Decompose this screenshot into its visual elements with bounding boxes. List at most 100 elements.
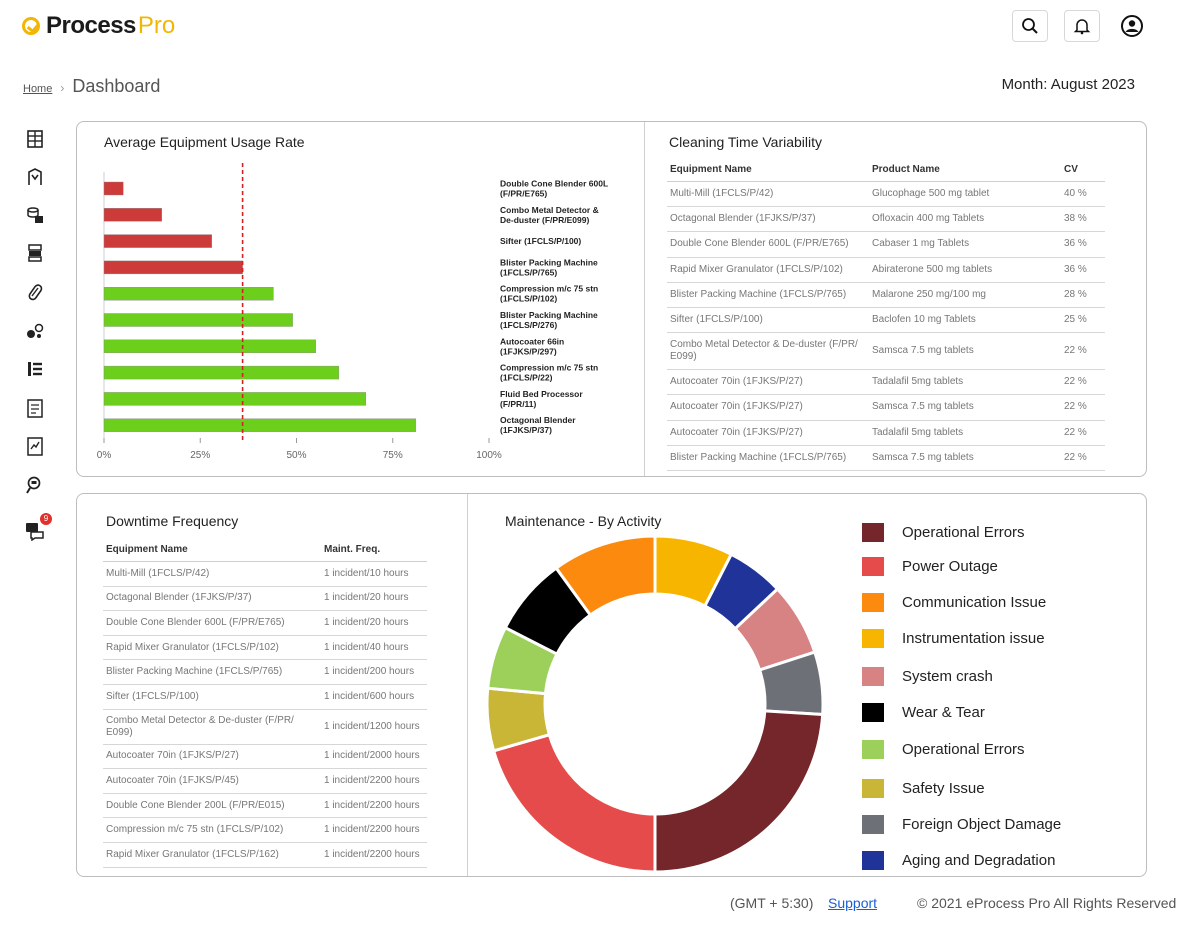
usage-bar[interactable] [103, 208, 162, 222]
bell-icon [1073, 19, 1091, 35]
table-row[interactable]: Combo Metal Detector & De-duster (F/PR/ … [667, 332, 1105, 371]
usage-bar[interactable] [103, 365, 340, 380]
col-cv[interactable]: CV [1061, 160, 1105, 182]
usage-bar[interactable] [103, 260, 243, 275]
usage-bar[interactable] [103, 392, 366, 406]
table-row[interactable]: Autocoater 70in (1FJKS/P/27) Samsca 7.5 m… [667, 394, 1105, 421]
pills-icon [27, 323, 44, 338]
legend-label: Power Outage [902, 558, 998, 575]
table-row[interactable]: Sifter (1FCLS/P/100) Baclofen 10 mg Table… [667, 307, 1105, 334]
table-row[interactable]: Compression m/c 75 stn (1FCLS/P/102) 1 in… [103, 817, 427, 843]
usage-bar-label: De-duster (F/PR/E099) [500, 215, 589, 225]
legend-label: Wear & Tear [902, 704, 985, 721]
legend-item[interactable]: Safety Issue [862, 779, 985, 798]
table-row[interactable]: Autocoater 70in (1FJKS/P/27) Tadalafil 5m… [667, 369, 1105, 396]
sidebar-item-6[interactable] [24, 320, 46, 342]
cleaning-table-wrap: Equipment Name Product Name CV Multi-Mil… [667, 160, 1105, 471]
user-profile-button[interactable] [1120, 14, 1146, 40]
x-tick-label: 25% [190, 450, 210, 461]
sidebar-item-11[interactable]: 9 [24, 513, 52, 541]
col-product-name[interactable]: Product Name [869, 160, 1061, 182]
cleaning-table-title: Cleaning Time Variability [669, 134, 823, 150]
table-cell: 1 incident/2200 hours [321, 842, 427, 868]
table-row[interactable]: Blister Packing Machine (1FCLS/P/765) 1 i… [103, 659, 427, 685]
table-row[interactable]: Rapid Mixer Granulator (1FCLS/P/102) 1 in… [103, 635, 427, 661]
legend-item[interactable]: Instrumentation issue [862, 629, 1045, 648]
table-cell: Double Cone Blender 600L (F/PR/E765) [667, 231, 869, 258]
sidebar-item-8[interactable] [24, 397, 46, 419]
donut-slice[interactable] [491, 732, 657, 872]
breadcrumb-home-link[interactable]: Home [23, 83, 53, 95]
sidebar-item-7[interactable] [24, 358, 46, 380]
table-cell: Octagonal Blender (1FJKS/P/37) [103, 586, 321, 612]
check-logo-icon [22, 17, 40, 35]
copyright-text: © 2021 eProcess Pro All Rights Reserved [917, 895, 1177, 911]
table-cell: Autocoater 70in (1FJKS/P/45) [103, 768, 321, 794]
table-row[interactable]: Double Cone Blender 200L (F/PR/E015) 1 in… [103, 793, 427, 819]
table-cell: 25 % [1061, 307, 1105, 334]
brand-name-part1: Process [46, 12, 136, 39]
table-row[interactable]: Octagonal Blender (1FJKS/P/37) 1 incident… [103, 586, 427, 612]
legend-item[interactable]: Power Outage [862, 557, 998, 576]
table-cell: 22 % [1061, 445, 1105, 471]
table-row[interactable]: Autocoater 70in (1FJKS/P/27) 1 incident/2… [103, 744, 427, 770]
usage-bar[interactable] [103, 418, 417, 432]
search-icon [1022, 18, 1038, 34]
usage-bar[interactable] [103, 286, 274, 301]
legend-swatch [862, 851, 884, 870]
table-cell: Malarone 250 mg/100 mg [869, 282, 1061, 308]
usage-bar-label: Fluid Bed Processor [500, 389, 583, 399]
table-row[interactable]: Blister Packing Machine (1FCLS/P/765) Sam… [667, 445, 1105, 471]
sidebar-item-9[interactable] [24, 435, 46, 457]
brand-logo[interactable]: Process Pro [22, 12, 175, 40]
table-row[interactable]: Multi-Mill (1FCLS/P/42) 1 incident/10 hou… [103, 561, 427, 587]
usage-bar[interactable] [103, 181, 124, 196]
page-title: Dashboard [72, 76, 161, 96]
usage-bar-label: (1FCLS/P/765) [500, 267, 557, 277]
legend-item[interactable]: Operational Errors [862, 740, 1025, 759]
table-row[interactable]: Multi-Mill (1FCLS/P/42) Glucophage 500 mg… [667, 181, 1105, 208]
table-row[interactable]: Double Cone Blender 600L (F/PR/E765) Caba… [667, 231, 1105, 258]
legend-item[interactable]: Wear & Tear [862, 703, 985, 722]
donut-slice[interactable] [653, 709, 825, 872]
col-equipment-name[interactable]: Equipment Name [103, 540, 321, 562]
support-link[interactable]: Support [828, 895, 878, 911]
sidebar-item-4[interactable] [24, 242, 46, 264]
table-row[interactable]: Blister Packing Machine (1FCLS/P/765) Mal… [667, 282, 1105, 308]
legend-item[interactable]: Foreign Object Damage [862, 815, 1061, 834]
breadcrumb: Home › Dashboard [23, 76, 160, 97]
legend-item[interactable]: Aging and Degradation [862, 851, 1055, 870]
legend-item[interactable]: Operational Errors [862, 523, 1025, 542]
sidebar-item-10[interactable] [24, 474, 46, 496]
table-row[interactable]: Sifter (1FCLS/P/100) 1 incident/600 hours [103, 684, 427, 710]
table-row[interactable]: Rapid Mixer Granulator (1FCLS/P/162) 1 in… [103, 842, 427, 868]
table-row[interactable]: Rapid Mixer Granulator (1FCLS/P/102) Abir… [667, 257, 1105, 283]
sidebar-item-5[interactable] [24, 281, 46, 303]
col-equipment-name[interactable]: Equipment Name [667, 160, 869, 182]
usage-bar[interactable] [103, 313, 293, 327]
table-cell: Double Cone Blender 200L (F/PR/E015) [103, 793, 321, 819]
legend-swatch [862, 779, 884, 798]
table-row[interactable]: Autocoater 70in (1FJKS/P/45) 1 incident/2… [103, 768, 427, 794]
donut-slice[interactable] [554, 536, 657, 618]
table-cell: Glucophage 500 mg tablet [869, 181, 1061, 208]
usage-bar-label: Compression m/c 75 stn [500, 284, 598, 294]
table-row[interactable]: Octagonal Blender (1FJKS/P/37) Ofloxacin … [667, 206, 1105, 233]
sidebar-item-3[interactable] [24, 204, 46, 226]
table-cell: Baclofen 10 mg Tablets [869, 307, 1061, 334]
legend-item[interactable]: Communication Issue [862, 593, 1046, 612]
sidebar-item-2[interactable] [24, 166, 46, 188]
sidebar-item-1[interactable] [24, 128, 46, 150]
usage-bar[interactable] [103, 339, 316, 354]
table-row[interactable]: Combo Metal Detector & De-duster (F/PR/ … [103, 709, 427, 745]
notifications-button[interactable] [1064, 10, 1100, 42]
server-stack-icon [28, 244, 42, 262]
search-button[interactable] [1012, 10, 1048, 42]
table-row[interactable]: Double Cone Blender 600L (F/PR/E765) 1 in… [103, 610, 427, 636]
usage-bar[interactable] [103, 234, 213, 248]
tank-icon [28, 168, 42, 185]
brand-name-part2: Pro [137, 12, 176, 39]
legend-item[interactable]: System crash [862, 667, 993, 686]
table-row[interactable]: Autocoater 70in (1FJKS/P/27) Tadalafil 5m… [667, 420, 1105, 446]
col-maint-freq[interactable]: Maint. Freq. [321, 540, 427, 562]
